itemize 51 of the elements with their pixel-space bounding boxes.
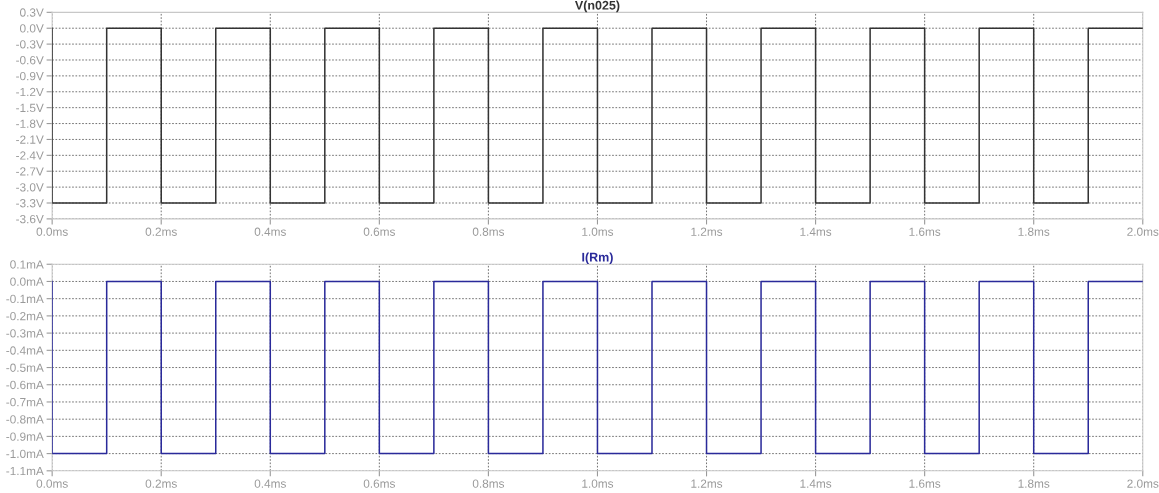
y-tick-label: -0.7mA [6,397,44,407]
x-tick-label: 0.2ms [145,227,177,236]
y-tick-label: -2.7V [16,167,44,176]
y-tick-label: -0.6mA [6,380,44,390]
x-tick-label: 2.0ms [1127,227,1159,236]
x-tick-label: 1.8ms [1018,479,1050,488]
y-tick-label: -1.2V [16,87,44,97]
x-tick-label: 0.0ms [36,227,68,236]
y-tick-label: 0.1mA [10,260,44,269]
x-tick-label: 0.8ms [472,227,505,236]
y-tick-label: 0.0mA [10,277,44,286]
y-tick-label: -1.5V [16,103,44,113]
x-tick-label: 0.4ms [254,227,286,236]
y-tick-label: -1.8V [16,119,44,128]
y-tick-label: -1.0mA [6,449,44,458]
x-tick-label: 1.4ms [800,227,832,236]
y-tick-label: 0.3V [20,8,44,17]
y-tick-label: -3.6V [16,214,44,224]
y-tick-label: -0.4mA [6,346,44,355]
x-tick-label: 1.0ms [582,227,614,236]
y-tick-label: -3.0V [16,183,44,192]
y-tick-label: -0.9V [16,71,44,81]
x-tick-label: 0.2ms [145,479,177,488]
x-tick-label: 1.2ms [691,227,723,236]
chart-title: V(n025) [574,0,620,13]
x-tick-label: 1.4ms [800,479,832,488]
y-tick-label: -0.6V [16,56,44,65]
y-tick-label: -1.1mA [6,466,44,476]
y-tick-label: -0.2mA [6,311,44,321]
x-tick-label: 1.8ms [1018,227,1050,236]
y-tick-label: -0.5mA [6,363,44,372]
x-tick-label: 1.6ms [909,479,941,488]
y-tick-label: -0.8mA [6,415,44,424]
x-tick-label: 1.0ms [582,479,614,488]
y-tick-label: -0.9mA [6,432,44,441]
x-tick-label: 0.4ms [254,479,286,488]
x-tick-label: 2.0ms [1127,479,1159,488]
x-tick-label: 0.8ms [472,479,505,488]
x-tick-label: 0.0ms [36,479,68,488]
y-tick-label: -2.4V [16,151,44,160]
chart-title: I(Rm) [582,252,613,265]
x-tick-label: 1.2ms [691,479,723,488]
x-tick-label: 0.6ms [363,227,395,236]
y-tick-label: -3.3V [16,199,44,208]
y-tick-label: 0.0V [20,24,44,33]
x-tick-label: 0.6ms [363,479,395,488]
y-tick-label: -2.1V [16,135,44,144]
y-tick-label: -0.3V [16,40,44,49]
y-tick-label: -0.3mA [6,329,44,338]
y-tick-label: -0.1mA [6,294,44,304]
x-tick-label: 1.6ms [909,227,941,236]
